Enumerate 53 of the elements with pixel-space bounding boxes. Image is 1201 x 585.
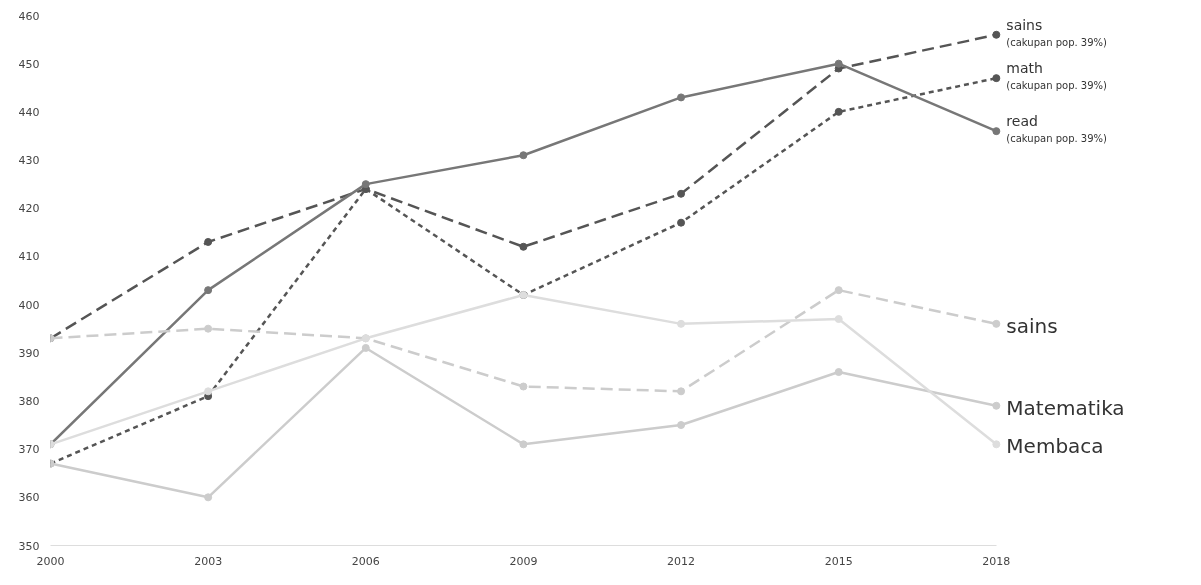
x-tick-label: 2012 [667, 554, 696, 568]
series-label: math (cakupan pop. 39%) [1006, 60, 1108, 92]
y-tick-label: 380 [18, 394, 40, 408]
point [992, 74, 1001, 83]
point [204, 237, 213, 246]
x-tick-label: 2018 [982, 554, 1011, 568]
series-label: sains [1006, 313, 1058, 338]
x-tick-label: 2000 [36, 554, 65, 568]
point [361, 180, 370, 189]
point [519, 440, 528, 449]
point [361, 343, 370, 352]
point [204, 493, 213, 502]
y-tick-label: 390 [18, 346, 40, 360]
point [677, 387, 686, 396]
y-tick-label: 420 [18, 202, 40, 216]
y-tick-label: 410 [18, 250, 40, 264]
point [834, 286, 843, 295]
point [204, 286, 213, 295]
x-tick-label: 2006 [351, 554, 380, 568]
series-label: Matematika [1006, 395, 1125, 420]
point [519, 151, 528, 160]
series-label: read (cakupan pop. 39%) [1006, 113, 1108, 145]
point [204, 324, 213, 333]
point [677, 218, 686, 227]
point [834, 107, 843, 116]
point [677, 319, 686, 328]
point [992, 440, 1001, 449]
y-tick-label: 350 [18, 539, 40, 553]
x-tick-label: 2015 [824, 554, 853, 568]
point [992, 401, 1001, 410]
point [834, 368, 843, 377]
y-tick-label: 440 [18, 105, 40, 119]
y-tick-label: 360 [18, 491, 40, 505]
point [992, 30, 1001, 39]
y-tick-label: 370 [18, 443, 40, 457]
point [519, 382, 528, 391]
series-label: sains (cakupan pop. 39%) [1006, 16, 1108, 48]
point [519, 242, 528, 251]
point [834, 59, 843, 68]
x-tick-label: 2009 [509, 554, 538, 568]
y-tick-label: 400 [18, 298, 40, 312]
point [834, 315, 843, 324]
point [677, 421, 686, 430]
point [992, 319, 1001, 328]
y-tick-label: 430 [18, 154, 40, 168]
series-label: Membaca [1006, 434, 1104, 459]
point [677, 189, 686, 198]
point [204, 387, 213, 396]
x-tick-label: 2003 [194, 554, 223, 568]
y-tick-label: 460 [18, 9, 40, 23]
point [992, 127, 1001, 136]
point [677, 93, 686, 102]
y-tick-label: 450 [18, 57, 40, 71]
